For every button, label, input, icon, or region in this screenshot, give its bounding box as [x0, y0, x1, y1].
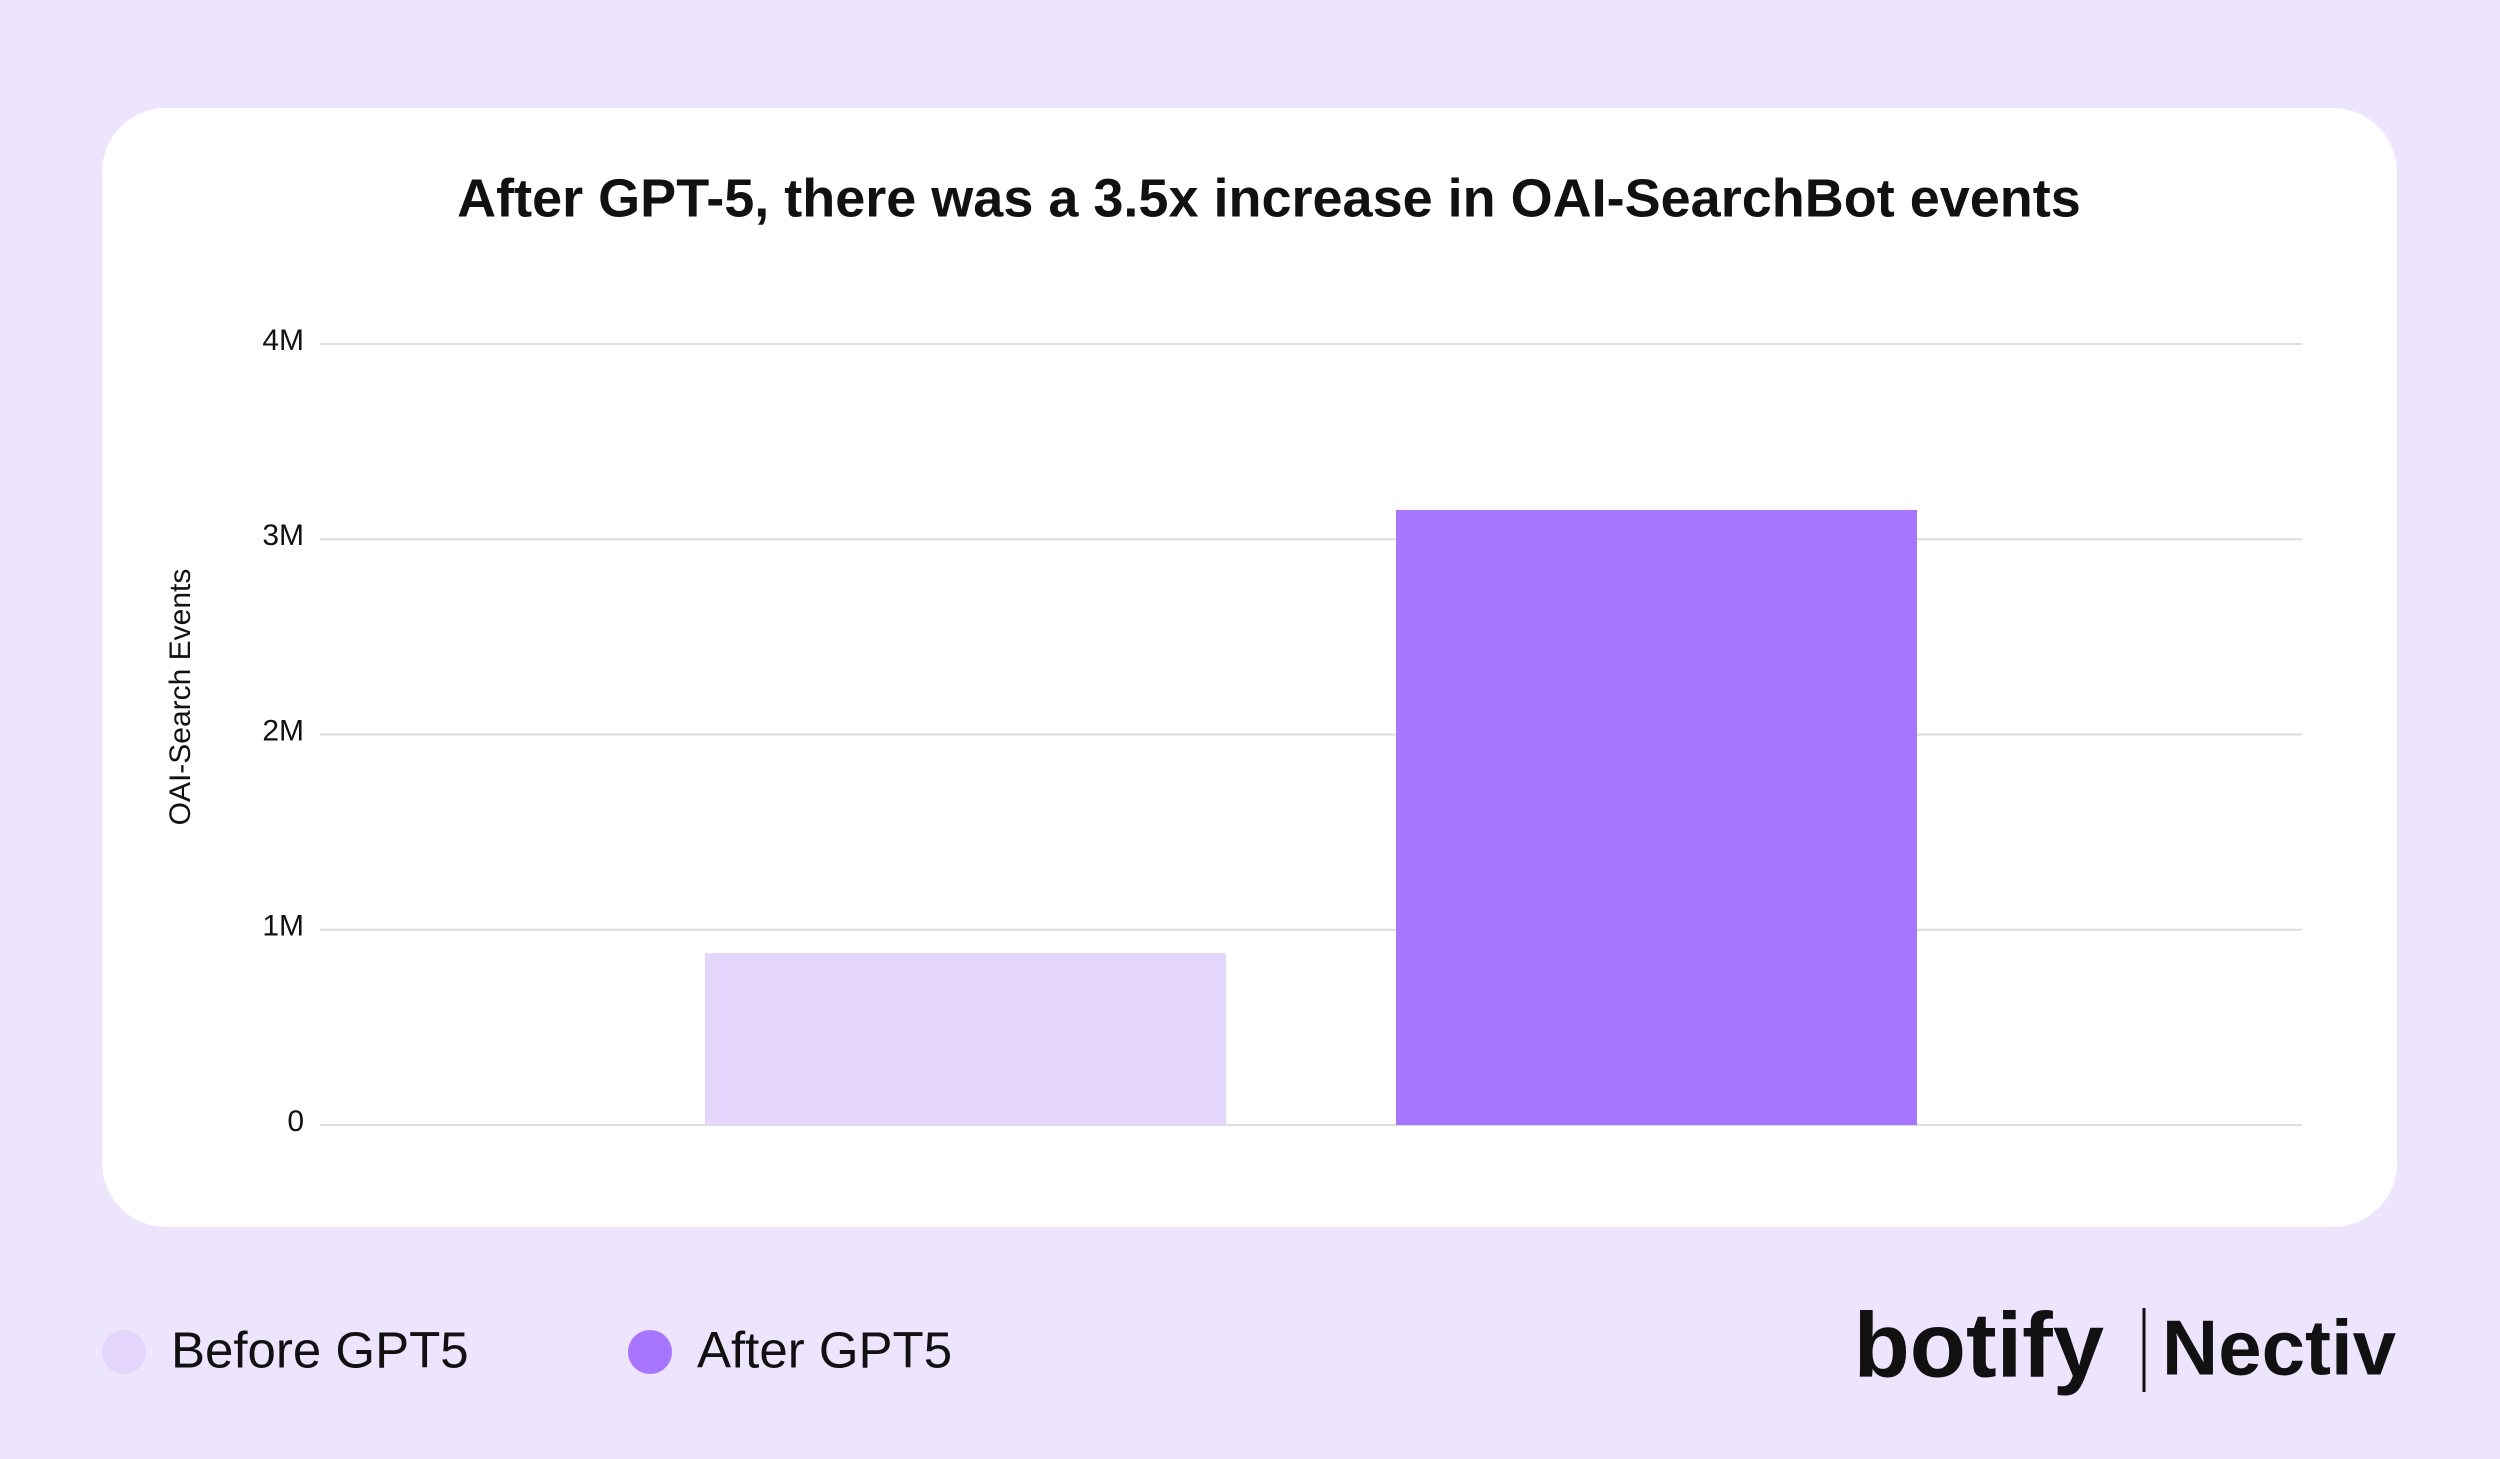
- y-tick-label: 1M: [262, 910, 304, 943]
- y-tick-label: 2M: [262, 714, 304, 747]
- legend-label: Before GPT5: [171, 1321, 469, 1378]
- y-axis-label: OAI-Search Events: [164, 569, 197, 826]
- legend-swatch: [102, 1330, 146, 1374]
- logo: Nectiv: [2162, 1304, 2397, 1392]
- legend-swatch: [628, 1330, 672, 1374]
- y-tick-label: 0: [287, 1105, 304, 1138]
- bar: [1396, 509, 1917, 1125]
- bar: [705, 953, 1226, 1125]
- y-tick-label: 3M: [262, 519, 304, 552]
- card: [102, 108, 2397, 1227]
- y-tick-label: 4M: [262, 324, 304, 357]
- logo: botify: [1854, 1294, 2104, 1396]
- legend-label: After GPT5: [697, 1321, 952, 1378]
- chart-title: After GPT-5, there was a 3.5x increase i…: [457, 168, 2081, 228]
